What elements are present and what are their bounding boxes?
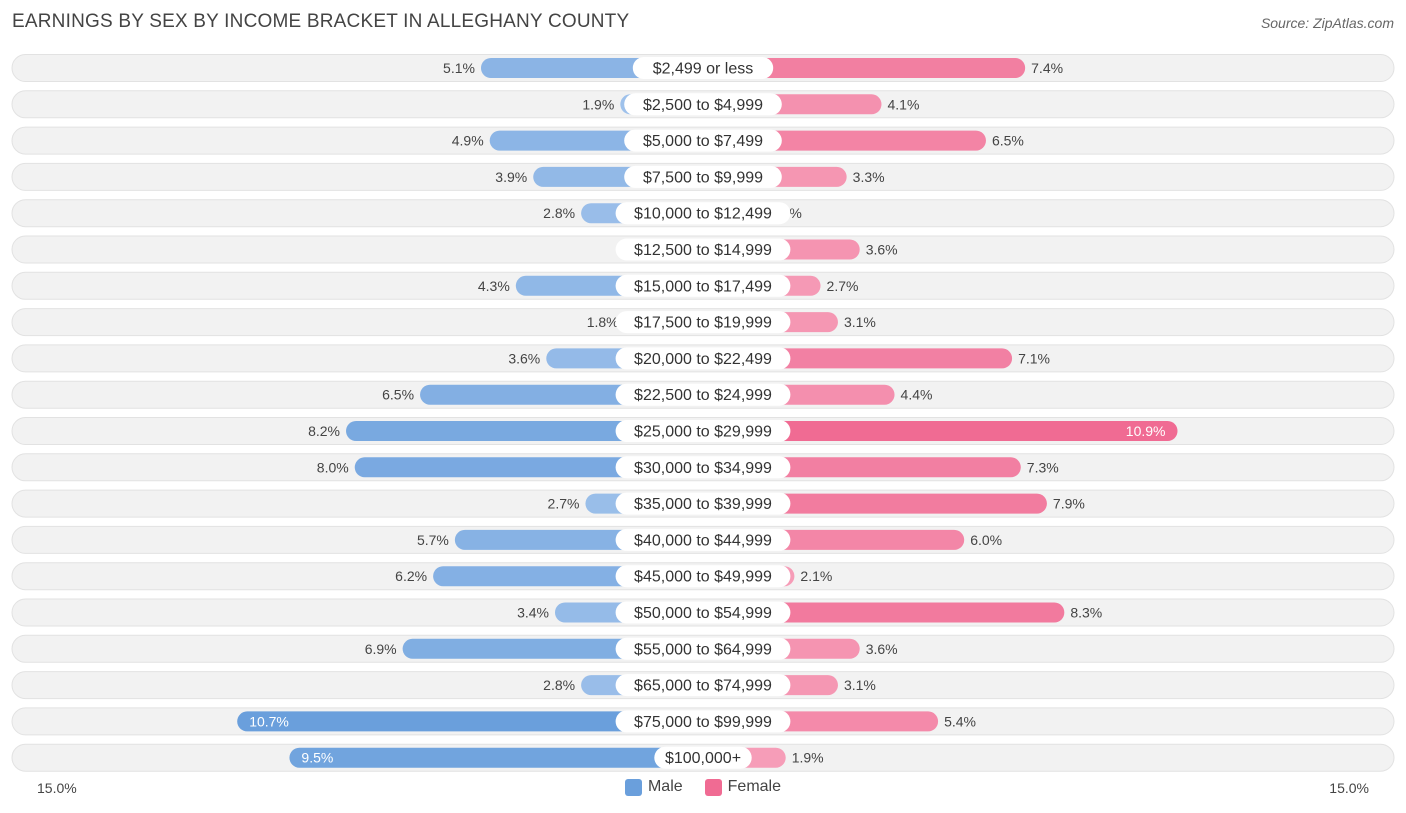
category-label: $7,500 to $9,999 [643, 169, 763, 186]
legend-item-male: Male [624, 778, 683, 796]
category-pill [624, 93, 782, 116]
data-label-female: 7.4% [1031, 60, 1063, 76]
bar-female [703, 602, 1065, 623]
category-label: $25,000 to $29,999 [634, 424, 772, 441]
category-label: $100,000+ [665, 750, 741, 767]
bar-male [354, 457, 703, 478]
data-label-male: 6.2% [395, 568, 427, 584]
category-label: $45,000 to $49,999 [634, 569, 772, 586]
category-label: $12,500 to $14,999 [634, 242, 772, 259]
data-label-female: 3.1% [844, 677, 876, 693]
bar-male [346, 421, 703, 441]
category-pill [615, 637, 791, 660]
data-label-female: 3.6% [866, 242, 898, 258]
category-label: $5,000 to $7,499 [643, 133, 763, 150]
category-pill [615, 710, 791, 733]
category-pill [615, 202, 791, 225]
category-pill [615, 238, 791, 261]
bar-male [237, 711, 703, 732]
category-label: $75,000 to $99,999 [634, 714, 772, 731]
data-label-female: 3.3% [853, 169, 885, 185]
category-label: $10,000 to $12,499 [634, 206, 772, 223]
data-label-female: 4.4% [901, 387, 933, 403]
data-label-female: 7.3% [1027, 459, 1059, 475]
category-pill [615, 274, 791, 297]
category-pill [615, 311, 791, 334]
data-label-female: 5.4% [944, 713, 976, 729]
data-label-male: 3.9% [495, 169, 527, 185]
data-label-male: 8.0% [317, 459, 349, 475]
category-label: $2,500 to $4,999 [643, 97, 763, 114]
chart-title: EARNINGS BY SEX BY INCOME BRACKET IN ALL… [12, 11, 630, 32]
data-label-female: 3.6% [866, 641, 898, 657]
category-label: $30,000 to $34,999 [634, 460, 772, 477]
legend: Male Female [0, 778, 1406, 796]
category-label: $15,000 to $17,499 [634, 278, 772, 295]
category-pill [632, 57, 774, 79]
category-label: $20,000 to $22,499 [634, 351, 772, 368]
data-label-female: 6.5% [992, 133, 1024, 149]
axis-left-label: 15.0% [37, 780, 77, 796]
data-label-female: 2.7% [827, 278, 859, 294]
data-label-male: 5.7% [417, 532, 449, 548]
bar-female [703, 421, 1178, 441]
category-pill [615, 674, 791, 697]
data-label-female: 8.3% [1070, 605, 1102, 621]
category-label: $17,500 to $19,999 [634, 315, 772, 332]
data-label-male: 8.2% [308, 423, 340, 439]
category-pill [615, 456, 791, 479]
data-label-male: 2.8% [543, 677, 575, 693]
source-note: Source: ZipAtlas.com [1260, 15, 1394, 31]
data-label-female: 7.1% [1018, 350, 1050, 366]
category-pill [624, 165, 782, 188]
category-pill [624, 129, 782, 152]
category-label: $35,000 to $39,999 [634, 496, 772, 513]
legend-label-female: Female [727, 778, 782, 795]
data-label-male: 10.7% [249, 713, 289, 729]
data-label-female: 4.1% [887, 96, 919, 112]
chart-canvas: 5.1% 7.4% $2,499 or less 1.9% 4.1% $2,500 to … [11, 54, 1395, 772]
category-pill [615, 528, 791, 551]
data-label-male: 3.6% [508, 350, 540, 366]
data-label-female: 6.0% [970, 532, 1002, 548]
data-label-female: 10.9% [1126, 423, 1166, 439]
data-label-male: 6.5% [382, 387, 414, 403]
bar-male [289, 747, 703, 768]
data-label-female: 7.9% [1053, 496, 1085, 512]
category-pill [615, 601, 791, 624]
category-pill [615, 492, 791, 515]
data-label-female: 1.9% [792, 750, 824, 766]
category-pill [615, 420, 791, 442]
category-label: $55,000 to $64,999 [634, 641, 772, 658]
data-label-male: 6.9% [365, 641, 397, 657]
data-label-male: 3.4% [517, 605, 549, 621]
data-label-male: 4.9% [452, 133, 484, 149]
data-label-male: 9.5% [301, 750, 333, 766]
data-label-male: 2.8% [543, 205, 575, 221]
data-label-male: 2.7% [548, 496, 580, 512]
data-label-male: 1.8% [587, 314, 619, 330]
category-pill [615, 347, 791, 370]
category-label: $22,500 to $24,999 [634, 387, 772, 404]
legend-label-male: Male [647, 778, 683, 795]
data-label-male: 1.9% [582, 96, 614, 112]
data-label-male: 5.1% [443, 60, 475, 76]
data-label-female: 3.1% [844, 314, 876, 330]
category-label: $2,499 or less [653, 61, 754, 78]
data-label-male: 4.3% [478, 278, 510, 294]
bar-female [703, 58, 1026, 78]
data-label-female: 2.1% [800, 568, 832, 584]
category-pill [615, 383, 791, 406]
legend-swatch-male [624, 778, 642, 796]
legend-item-female: Female [704, 778, 782, 796]
category-label: $40,000 to $44,999 [634, 532, 772, 549]
axis-right-label: 15.0% [1329, 780, 1369, 796]
category-label: $50,000 to $54,999 [634, 605, 772, 622]
category-pill [654, 746, 752, 769]
legend-swatch-female [704, 778, 722, 796]
category-label: $65,000 to $74,999 [634, 678, 772, 695]
category-pill [615, 565, 791, 588]
